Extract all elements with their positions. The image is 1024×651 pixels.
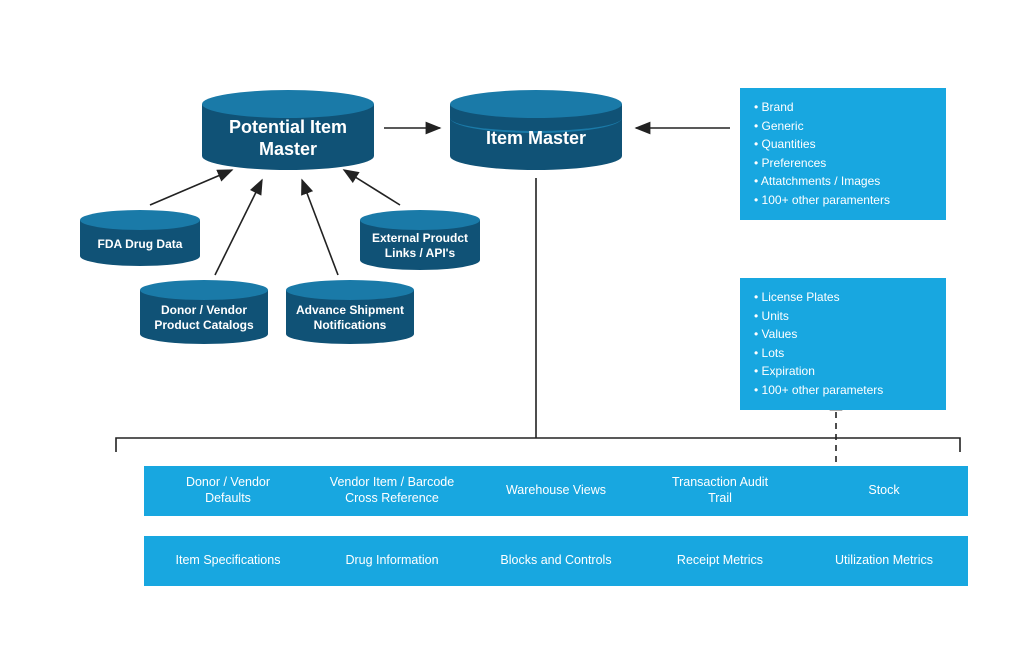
cylinder-fda: FDA Drug Data [80,210,200,266]
diagram-stage: { "colors": { "cyl_top": "#1a7aa8", "cyl… [0,0,1024,651]
info-item: Preferences [754,154,932,173]
info-item: Expiration [754,362,932,381]
cylinder-item_master: Item Master [450,90,622,170]
info-item: 100+ other parameters [754,381,932,400]
info-box-item_master_attrs: BrandGenericQuantitiesPreferencesAttatch… [740,88,946,220]
cylinder-label-external: External ProudctLinks / API's [360,222,480,270]
cylinder-asn: Advance ShipmentNotifications [286,280,414,344]
bottom-box-r2-c2: Drug Information [308,536,476,586]
cylinder-external: External ProudctLinks / API's [360,210,480,270]
info-item: Units [754,307,932,326]
bottom-box-r1-c3: Warehouse Views [472,466,640,516]
bottom-box-r1-c4: Transaction AuditTrail [636,466,804,516]
info-item: Lots [754,344,932,363]
info-item: Quantities [754,135,932,154]
bottom-box-r2-c1: Item Specifications [144,536,312,586]
bottom-box-r1-c1: Donor / VendorDefaults [144,466,312,516]
bottom-box-r1-c2: Vendor Item / BarcodeCross Reference [308,466,476,516]
cylinder-label-potential: Potential ItemMaster [202,107,374,170]
info-item: Brand [754,98,932,117]
info-box-stock_attrs: License PlatesUnitsValuesLotsExpiration1… [740,278,946,410]
info-item: Generic [754,117,932,136]
cylinder-label-fda: FDA Drug Data [80,222,200,266]
cylinder-label-donor_catalogs: Donor / VendorProduct Catalogs [140,292,268,344]
bottom-box-r1-c5: Stock [800,466,968,516]
info-item: 100+ other paramenters [754,191,932,210]
bottom-box-r2-c4: Receipt Metrics [636,536,804,586]
bottom-box-r2-c3: Blocks and Controls [472,536,640,586]
info-item: Values [754,325,932,344]
cylinder-label-item_master: Item Master [450,107,622,170]
cylinder-donor_catalogs: Donor / VendorProduct Catalogs [140,280,268,344]
info-item: License Plates [754,288,932,307]
cylinder-label-asn: Advance ShipmentNotifications [286,292,414,344]
info-item: Attatchments / Images [754,172,932,191]
bottom-box-r2-c5: Utilization Metrics [800,536,968,586]
cylinder-potential: Potential ItemMaster [202,90,374,170]
